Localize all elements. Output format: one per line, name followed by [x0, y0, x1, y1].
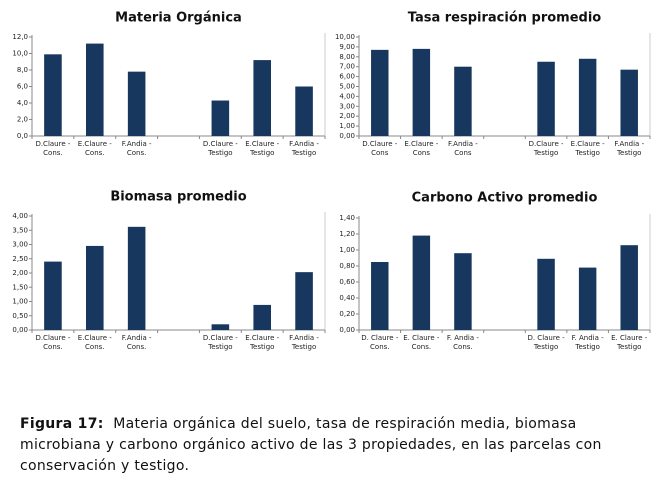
x-tick-label: E. Claure -Testigo — [611, 334, 648, 351]
bar — [454, 253, 472, 330]
y-tick-label: 2,50 — [12, 255, 28, 263]
bar — [85, 43, 104, 136]
y-tick-label: 0,40 — [339, 294, 355, 302]
y-tick-label: 10,0 — [12, 50, 28, 58]
caption-colon: : — [97, 416, 104, 432]
x-tick-label: E.Claure -Testigo — [245, 140, 279, 157]
y-tick-label: 1,00 — [339, 122, 355, 130]
bar — [371, 262, 389, 330]
x-tick-label: F. Andia -Testigo — [572, 334, 604, 351]
x-tick-label: E.Claure -Cons. — [78, 140, 112, 157]
x-tick-label: D.Claure -Cons — [362, 140, 397, 157]
y-tick-label: 8,0 — [17, 66, 28, 74]
bar — [295, 86, 313, 136]
y-tick-label: 6,00 — [339, 73, 355, 81]
y-tick-label: 1,00 — [339, 246, 355, 254]
y-tick-label: 1,50 — [12, 283, 28, 291]
y-tick-label: 4,0 — [17, 99, 28, 107]
bar — [44, 54, 62, 137]
x-tick-label: D.Claure -Testigo — [203, 140, 238, 157]
x-tick-label: D.Claure -Testigo — [203, 334, 238, 351]
caption-text: Materia orgánica del suelo, tasa de resp… — [20, 416, 602, 474]
bar — [412, 235, 431, 330]
x-tick-label: F.Andia -Testigo — [289, 140, 319, 157]
y-tick-label: 0,60 — [339, 278, 355, 286]
x-tick-label: F.Andia -Testigo — [614, 140, 644, 157]
bar — [85, 245, 104, 330]
chart-title: Materia Orgánica — [115, 11, 242, 26]
bar — [211, 100, 230, 136]
y-tick-label: 9,00 — [339, 43, 355, 51]
chart-title: Biomasa promedio — [110, 190, 246, 205]
y-tick-label: 0,00 — [12, 326, 28, 334]
y-tick-label: 6,0 — [17, 83, 28, 91]
y-tick-label: 0,50 — [12, 312, 28, 320]
y-tick-label: 7,00 — [339, 63, 355, 71]
y-tick-label: 10,00 — [335, 33, 355, 41]
y-tick-label: 3,00 — [12, 241, 28, 249]
x-tick-label: F.Andia -Cons. — [122, 140, 152, 157]
x-tick-label: E.Claure -Testigo — [571, 140, 605, 157]
x-tick-label: F. Andia -Cons. — [447, 334, 479, 351]
y-tick-label: 5,00 — [339, 83, 355, 91]
bar — [127, 226, 146, 330]
chart-title: Tasa respiración promedio — [408, 11, 602, 26]
bar — [537, 61, 555, 136]
x-tick-label: F.Andia -Cons. — [122, 334, 152, 351]
y-tick-label: 0,80 — [339, 262, 355, 270]
y-tick-label: 3,00 — [339, 102, 355, 110]
bar — [253, 304, 272, 330]
y-tick-label: 1,00 — [12, 298, 28, 306]
x-tick-label: D.Claure -Cons. — [35, 140, 70, 157]
chart-title: Carbono Activo promedio — [412, 191, 598, 206]
y-tick-label: 0,0 — [17, 132, 28, 140]
x-tick-label: D. Claure -Cons. — [361, 334, 399, 351]
x-tick-label: D.Claure -Testigo — [529, 140, 564, 157]
bar — [211, 324, 230, 330]
bar — [620, 245, 638, 330]
y-tick-label: 1,40 — [339, 214, 355, 222]
bar — [537, 258, 555, 330]
y-tick-label: 0,00 — [339, 326, 355, 334]
x-tick-label: E.Claure -Cons. — [78, 334, 112, 351]
y-tick-label: 12,0 — [12, 33, 28, 41]
y-tick-label: 0,00 — [339, 132, 355, 140]
y-tick-label: 2,00 — [12, 269, 28, 277]
x-tick-label: D. Claure -Testigo — [527, 334, 565, 351]
y-tick-label: 2,00 — [339, 112, 355, 120]
x-tick-label: F.Andia -Testigo — [289, 334, 319, 351]
y-tick-label: 1,20 — [339, 230, 355, 238]
caption: Figura 17: Materia orgánica del suelo, t… — [20, 414, 650, 477]
x-tick-label: F.Andia -Cons — [448, 140, 478, 157]
x-tick-label: E.Claure -Testigo — [245, 334, 279, 351]
y-tick-label: 2,0 — [17, 116, 28, 124]
chart-figure: Materia Orgánica 0,0 2,0 4,0 6,0 8,0 10,0 12,0 D… — [12, 11, 651, 351]
bar — [578, 58, 597, 136]
bar — [44, 261, 62, 330]
caption-label: Figura 17 — [20, 416, 98, 432]
bar — [454, 66, 472, 136]
y-tick-label: 3,50 — [12, 226, 28, 234]
bar — [371, 49, 389, 137]
bar — [620, 69, 638, 136]
y-tick-label: 4,00 — [12, 212, 28, 220]
bar — [253, 60, 272, 136]
bar — [295, 272, 313, 330]
y-tick-label: 0,20 — [339, 310, 355, 318]
x-tick-label: D.Claure -Cons. — [35, 334, 70, 351]
bar — [578, 267, 597, 330]
bar — [127, 71, 146, 136]
x-tick-label: E. Claure -Cons. — [403, 334, 440, 351]
bar — [412, 48, 431, 136]
y-tick-label: 4,00 — [339, 92, 355, 100]
y-tick-label: 8,00 — [339, 53, 355, 61]
x-tick-label: E.Claure -Cons — [404, 140, 438, 157]
